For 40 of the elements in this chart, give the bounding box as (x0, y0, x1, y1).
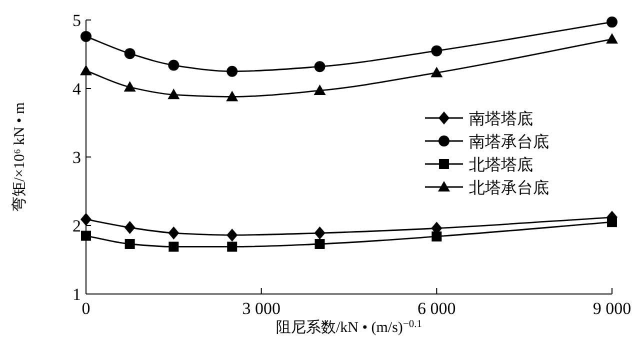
point (124, 221, 136, 234)
legend-label: 南塔塔底 (469, 110, 533, 128)
point (606, 16, 618, 28)
point (80, 64, 92, 76)
x-tick-label: 6 000 (418, 299, 456, 318)
point (430, 66, 443, 78)
y-tick-label: 3 (72, 148, 81, 167)
point (432, 231, 442, 242)
legend-label: 北塔承台底 (469, 179, 549, 197)
point (124, 48, 136, 60)
point (227, 242, 238, 252)
point (226, 228, 238, 242)
y-tick-label: 4 (72, 80, 82, 98)
y-tick-label: 5 (72, 11, 81, 30)
point (226, 90, 238, 102)
point (168, 226, 180, 240)
point (168, 88, 180, 100)
y-axis-title: 弯矩/×10⁶ kN • m (11, 102, 28, 212)
point (168, 60, 180, 71)
point (80, 30, 92, 42)
point (81, 230, 91, 241)
point (124, 81, 136, 92)
point (606, 33, 618, 44)
point (431, 45, 442, 56)
point (124, 238, 135, 249)
legend-label: 南塔承台底 (469, 133, 549, 151)
point (314, 226, 326, 240)
point (314, 61, 326, 72)
point (80, 212, 92, 226)
point (314, 84, 326, 96)
x-tick-label: 0 (82, 299, 90, 318)
point (314, 238, 325, 249)
point (226, 66, 238, 77)
x-tick-label: 3 000 (242, 299, 280, 318)
x-axis-title: 阻尼系数/kN • (m/s)$^{−0.1}$ (276, 318, 422, 336)
legend-label: 北塔塔底 (469, 156, 533, 174)
x-tick-label: 9 000 (592, 299, 632, 318)
point (168, 242, 179, 252)
y-tick-label: 2 (72, 216, 81, 236)
y-tick-label: 1 (72, 285, 81, 304)
